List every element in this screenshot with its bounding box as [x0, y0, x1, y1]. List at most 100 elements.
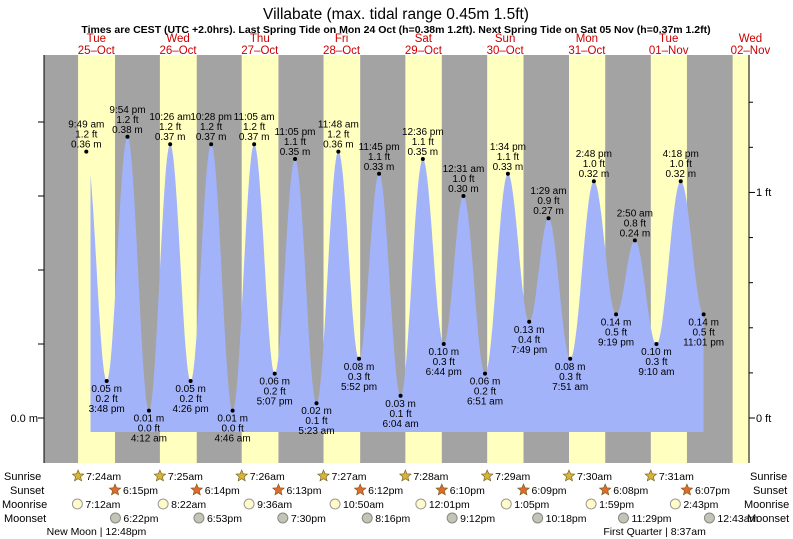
tide-point: [314, 401, 319, 406]
tide-height-ft: 0.3 ft: [645, 357, 667, 368]
moonset-time: 10:18pm: [546, 513, 587, 525]
moonset-icon: [361, 512, 373, 524]
tide-height-m: 0.37 m: [239, 132, 270, 143]
tide-time: 11:01 pm: [683, 337, 724, 348]
tide-height-m: 0.10 m: [641, 347, 672, 358]
sunset-time: 6:10pm: [450, 485, 485, 497]
tide-height-ft: 0.0 ft: [138, 424, 160, 435]
tide-height-m: 0.36 m: [71, 140, 102, 151]
sunrise-time: 7:24am: [86, 471, 121, 483]
tide-height-m: 0.10 m: [428, 347, 459, 358]
tide-point: [84, 149, 89, 154]
sunrise-icon: [398, 469, 412, 482]
sunrise-icon: [71, 469, 85, 482]
row-label-moonset-left: Moonset: [4, 513, 46, 525]
tide-height-m: 0.33 m: [364, 162, 395, 173]
tide-height-m: 0.32 m: [579, 169, 610, 180]
day-header-dow: Sat: [415, 33, 433, 45]
sunset-time: 6:08pm: [613, 485, 648, 497]
y-axis-label-right-0: 0 ft: [756, 413, 771, 425]
tide-height-m: 0.33 m: [493, 162, 524, 173]
moonset-time: 9:12pm: [460, 513, 495, 525]
tide-height-m: 0.27 m: [533, 206, 564, 217]
sunset-time: 6:12pm: [368, 485, 403, 497]
tide-point: [209, 142, 214, 147]
moonrise-time: 2:43pm: [683, 499, 718, 511]
tide-height-ft: 1.1 ft: [497, 152, 519, 163]
tide-height-ft: 1.0 ft: [583, 159, 605, 170]
tide-height-m: 0.08 m: [344, 362, 375, 373]
sunset-icon: [190, 483, 204, 496]
sunset-icon: [108, 483, 122, 496]
moonset-icon: [532, 512, 544, 524]
tide-time: 6:04 am: [383, 419, 419, 430]
moonrise-time: 9:36am: [257, 499, 292, 511]
moonrise-icon: [415, 498, 427, 510]
day-header-date: 26–Oct: [160, 45, 198, 57]
moon-phase-label: First Quarter | 8:37am: [603, 526, 706, 538]
astro-rows: Sunrise Sunset Moonrise Moonset Sunrise …: [2, 469, 789, 538]
tide-height-m: 0.13 m: [514, 325, 545, 336]
tide-height-m: 0.03 m: [385, 399, 416, 410]
moonset-time: 6:53pm: [207, 513, 242, 525]
tide-height-ft: 0.1 ft: [389, 409, 411, 420]
moonrise-time: 7:12am: [85, 499, 120, 511]
day-header-date: 02–Nov: [731, 45, 771, 57]
tide-height-ft: 0.2 ft: [474, 387, 496, 398]
moonset-time: 8:16pm: [375, 513, 410, 525]
tide-time: 4:46 am: [215, 434, 251, 445]
moonrise-time: 1:05pm: [514, 499, 549, 511]
tide-point: [568, 356, 573, 361]
tide-time: 9:10 am: [638, 367, 674, 378]
chart-subtitle: Times are CEST (UTC +2.0hrs). Last Sprin…: [81, 24, 710, 36]
tide-height-ft: 1.2 ft: [327, 130, 349, 141]
astro-marks: 7:24am 7:25am 7:26am 7:27am 7:28am 7:29am 7:30…: [47, 469, 759, 538]
tide-height-ft: 0.2 ft: [96, 394, 118, 405]
moonrise-icon: [157, 498, 169, 510]
tide-height-m: 0.24 m: [620, 228, 651, 239]
sunset-icon: [353, 483, 367, 496]
day-header-date: 01–Nov: [649, 45, 689, 57]
tide-time: 5:07 pm: [257, 397, 293, 408]
day-header-dow: Thu: [250, 33, 270, 45]
tide-point: [654, 342, 659, 346]
moon-phase-label: New Moon | 12:48pm: [47, 526, 147, 538]
moonrise-time: 12:01pm: [429, 499, 470, 511]
day-header-dow: Fri: [335, 33, 348, 45]
tide-point: [272, 371, 277, 376]
tide-labels: 9:49 am1.2 ft0.36 m0.05 m0.2 ft3:48 pm9:…: [68, 105, 724, 445]
tide-time: 11:05 pm: [275, 127, 316, 138]
tide-height-m: 0.06 m: [470, 377, 501, 388]
tide-point: [398, 393, 403, 398]
tide-time: 9:54 pm: [109, 105, 145, 116]
moonset-icon: [109, 512, 121, 524]
moonset-icon: [617, 512, 629, 524]
moonrise-icon: [669, 498, 681, 510]
y-axis-label-right-1: 1 ft: [756, 187, 771, 199]
sunset-time: 6:07pm: [695, 485, 730, 497]
day-header-date: 30–Oct: [487, 45, 525, 57]
tide-time: 2:48 pm: [576, 149, 612, 160]
day-header-dow: Wed: [739, 33, 762, 45]
tide-time: 1:29 am: [530, 186, 566, 197]
moonset-time: 11:29pm: [631, 513, 671, 525]
tide-point: [591, 179, 596, 184]
tide-time: 3:48 pm: [89, 404, 125, 415]
tide-point: [230, 408, 235, 413]
tide-height-m: 0.32 m: [665, 169, 696, 180]
tide-height-ft: 0.8 ft: [624, 218, 646, 229]
day-headers: Tue25–OctWed26–OctThu27–OctFri28–OctSat2…: [78, 33, 771, 57]
moonrise-time: 10:50am: [343, 499, 384, 511]
tide-height-m: 0.02 m: [301, 406, 332, 417]
tide-point: [546, 216, 551, 221]
tide-height-m: 0.14 m: [688, 317, 719, 328]
tide-point: [614, 312, 619, 317]
tide-height-ft: 1.1 ft: [412, 137, 434, 148]
tide-point: [336, 149, 341, 154]
tide-height-m: 0.01 m: [217, 414, 248, 425]
tide-height-m: 0.37 m: [196, 132, 227, 143]
sunrise-icon: [317, 469, 330, 482]
sunrise-time: 7:25am: [168, 471, 203, 483]
tide-height-ft: 0.5 ft: [693, 327, 715, 338]
tide-point: [377, 171, 382, 176]
